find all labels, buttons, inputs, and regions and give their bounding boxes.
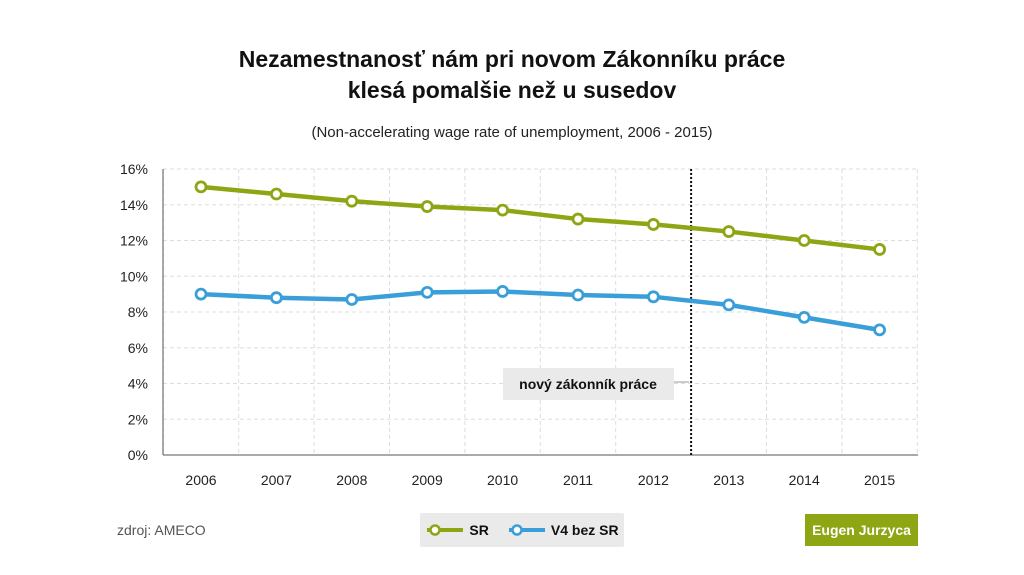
legend-label-v4: V4 bez SR <box>550 522 619 538</box>
chart-title-line-1: Nezamestnanosť nám pri novom Zákonníku p… <box>238 46 786 72</box>
source-note: zdroj: AMECO <box>117 522 206 538</box>
data-point-v4 <box>420 285 434 299</box>
data-point-sr <box>194 180 208 194</box>
y-tick-label: 2% <box>128 411 148 427</box>
legend-swatch-v4 <box>508 524 545 536</box>
series-line-sr <box>198 184 882 252</box>
data-point-sr <box>269 187 283 201</box>
legend-item-sr[interactable]: SR <box>425 522 489 538</box>
data-point-sr <box>797 234 811 247</box>
data-point-sr <box>345 194 359 208</box>
data-point-sr <box>722 225 736 238</box>
x-tick-label: 2008 <box>336 472 367 488</box>
author-badge: Eugen Jurzyca <box>805 514 918 546</box>
legend-item-v4[interactable]: V4 bez SR <box>507 522 619 538</box>
chart-title: Nezamestnanosť nám pri novom Zákonníku p… <box>0 44 1024 106</box>
y-tick-label: 0% <box>128 447 148 463</box>
x-tick-label: 2009 <box>412 472 443 488</box>
data-point-v4 <box>194 287 208 301</box>
data-point-sr <box>420 200 434 213</box>
x-tick-label: 2012 <box>638 472 669 488</box>
x-tick-label: 2014 <box>789 472 820 488</box>
x-tick-label: 2013 <box>713 472 744 488</box>
data-point-sr <box>571 212 585 226</box>
data-point-v4 <box>269 291 283 305</box>
data-point-sr <box>496 203 510 217</box>
x-tick-label: 2010 <box>487 472 518 488</box>
chart-subtitle: (Non-accelerating wage rate of unemploym… <box>311 124 713 141</box>
data-point-v4 <box>873 323 886 337</box>
data-point-v4 <box>496 285 510 298</box>
y-tick-label: 8% <box>128 304 148 320</box>
annotation-label: nový zákonník práce <box>519 376 657 392</box>
x-tick-label: 2007 <box>261 472 292 488</box>
series-line-v4 <box>198 289 882 333</box>
legend-swatch-sr <box>427 524 464 536</box>
x-tick-label: 2015 <box>864 472 895 488</box>
y-tick-label: 14% <box>120 197 148 213</box>
annotation-box <box>503 368 674 400</box>
y-tick-label: 16% <box>120 161 148 177</box>
y-tick-label: 12% <box>120 233 148 249</box>
y-tick-label: 4% <box>128 376 148 392</box>
data-point-v4 <box>345 293 359 306</box>
data-point-sr <box>873 243 886 256</box>
data-point-v4 <box>571 288 585 302</box>
data-point-sr <box>647 218 660 231</box>
legend-label-sr: SR <box>469 522 489 538</box>
data-point-v4 <box>722 298 736 312</box>
data-point-v4 <box>797 310 811 324</box>
data-point-v4 <box>647 290 660 304</box>
chart-title-line-2: klesá pomalšie než u susedov <box>347 77 677 103</box>
x-tick-label: 2011 <box>563 472 593 488</box>
y-tick-label: 10% <box>120 268 148 284</box>
y-tick-label: 6% <box>128 340 148 356</box>
x-tick-label: 2006 <box>185 472 216 488</box>
legend: SR V4 bez SR <box>420 513 624 547</box>
